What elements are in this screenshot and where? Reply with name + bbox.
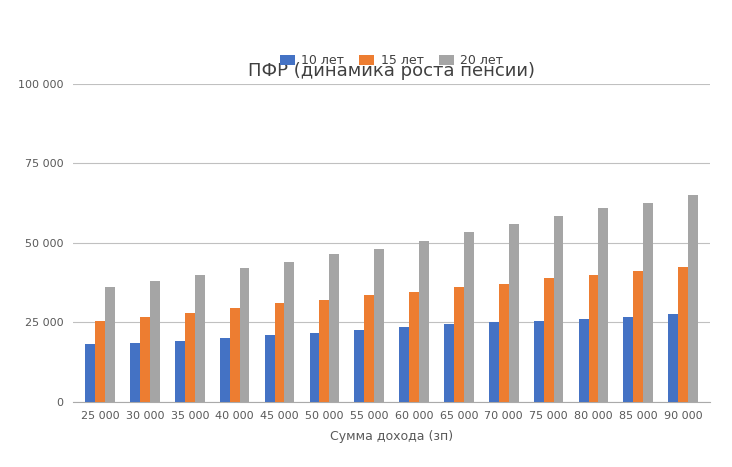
Title: ПФР (динамика роста пенсии): ПФР (динамика роста пенсии)	[248, 62, 535, 80]
Bar	[130, 343, 140, 402]
Bar	[464, 232, 474, 402]
Bar	[688, 195, 698, 402]
Bar	[365, 295, 374, 402]
X-axis label: Сумма дохода (зп): Сумма дохода (зп)	[330, 430, 453, 443]
Bar	[274, 303, 285, 402]
Bar	[354, 330, 365, 402]
Bar	[140, 318, 150, 402]
Bar	[285, 262, 294, 402]
Bar	[86, 345, 95, 402]
Bar	[668, 314, 678, 402]
Bar	[589, 275, 598, 402]
Bar	[509, 224, 518, 402]
Bar	[374, 249, 384, 402]
Bar	[195, 275, 205, 402]
Bar	[544, 278, 553, 402]
Bar	[578, 319, 589, 402]
Bar	[419, 241, 429, 402]
Bar	[105, 287, 115, 402]
Bar	[598, 208, 608, 402]
Bar	[310, 333, 319, 402]
Bar	[409, 292, 419, 402]
Legend: 10 лет, 15 лет, 20 лет: 10 лет, 15 лет, 20 лет	[275, 49, 508, 72]
Bar	[329, 254, 339, 402]
Bar	[150, 281, 160, 402]
Bar	[489, 322, 498, 402]
Bar	[534, 321, 544, 402]
Bar	[220, 338, 230, 402]
Bar	[230, 308, 239, 402]
Bar	[643, 203, 653, 402]
Bar	[633, 271, 643, 402]
Bar	[319, 300, 329, 402]
Bar	[265, 335, 274, 402]
Bar	[454, 287, 464, 402]
Bar	[679, 267, 688, 402]
Bar	[185, 313, 195, 402]
Bar	[239, 268, 250, 402]
Bar	[553, 216, 564, 402]
Bar	[624, 318, 633, 402]
Bar	[444, 324, 454, 402]
Bar	[95, 321, 105, 402]
Bar	[498, 284, 509, 402]
Bar	[399, 327, 409, 402]
Bar	[175, 341, 185, 402]
